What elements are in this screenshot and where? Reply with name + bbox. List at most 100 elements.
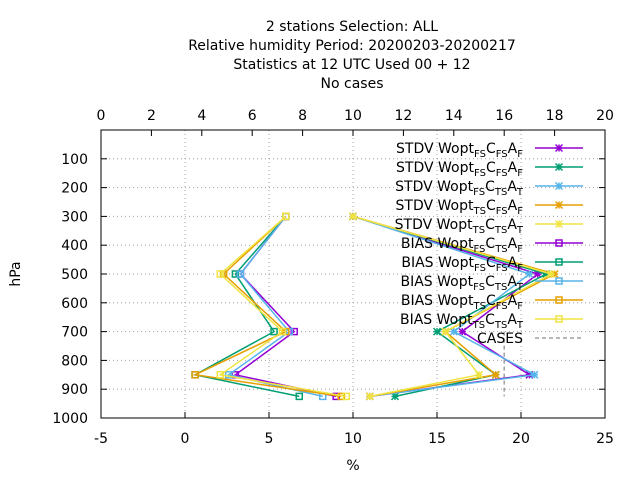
title-line: Relative humidity Period: 20200203-20200… <box>188 38 516 54</box>
y-tick-label: 700 <box>61 325 88 341</box>
y-tick-label: 100 <box>61 152 88 168</box>
legend-entry: STDV WoptFSCFSAF <box>396 141 583 160</box>
data-point <box>236 270 245 278</box>
title-line: No cases <box>321 76 384 92</box>
x2-tick-label: 20 <box>596 108 614 124</box>
data-point <box>270 327 278 336</box>
data-point <box>365 392 374 401</box>
x2-tick-label: 0 <box>97 108 106 124</box>
data-point <box>525 269 534 279</box>
data-point <box>458 327 467 336</box>
data-point <box>530 370 539 379</box>
y-tick-label: 400 <box>61 238 88 254</box>
data-point <box>282 212 290 221</box>
data-point <box>295 392 303 401</box>
legend-entry: BIAS WoptFSCFSAF <box>401 255 583 274</box>
series-7 <box>191 212 303 401</box>
title-line: 2 stations Selection: ALL <box>266 19 438 35</box>
legend-label: STDV WoptTSCTSAT <box>395 217 524 236</box>
x-tick-label: 15 <box>428 431 446 447</box>
legend-label: CASES <box>477 331 523 347</box>
y-tick-label: 500 <box>61 267 88 283</box>
legend-label: BIAS WoptTSCFSAF <box>401 293 523 312</box>
data-point <box>432 327 442 336</box>
data-point <box>555 258 563 266</box>
legend-label: BIAS WoptFSCTSAT <box>401 274 524 293</box>
legend-entry: STDV WoptFSCFSAF <box>396 160 583 179</box>
x2-tick-label: 14 <box>445 108 463 124</box>
legend-entry: STDV WoptFSCTSAT <box>395 179 583 198</box>
legend-entry: STDV WoptTSCTSAT <box>395 217 583 236</box>
x2-tick-label: 10 <box>344 108 362 124</box>
series-5 <box>348 212 556 401</box>
data-point <box>348 212 358 221</box>
data-point <box>555 315 563 323</box>
legend-entry: BIAS WoptTSCFSAF <box>401 293 583 312</box>
axis-ticks: -5 0 5 10 15 20 25 0 2 4 6 8 10 12 14 16 18 20 100 200 300 40… <box>52 108 614 447</box>
y-tick-label: 900 <box>61 382 88 398</box>
series-line <box>233 215 337 398</box>
x-tick-label: 5 <box>265 431 274 447</box>
x-tick-label: 25 <box>596 431 614 447</box>
data-point <box>547 269 556 279</box>
data-point <box>555 239 563 247</box>
y-tick-label: 600 <box>61 296 88 312</box>
series-line <box>218 215 347 398</box>
legend-entry: BIAS WoptFSCTSAT <box>401 274 583 293</box>
data-point <box>191 371 199 379</box>
x-tick-label: 20 <box>512 431 530 447</box>
grid <box>101 130 605 418</box>
legend-label: STDV WoptTSCFSAF <box>396 198 524 217</box>
legend-label: BIAS WoptFSCTSAF <box>401 236 523 255</box>
data-point <box>555 277 563 285</box>
x2-tick-label: 18 <box>546 108 564 124</box>
data-point <box>491 370 500 379</box>
data-point <box>441 327 450 336</box>
x2-tick-label: 8 <box>298 108 307 124</box>
series-10 <box>216 212 351 401</box>
legend-label: STDV WoptFSCFSAF <box>396 160 523 179</box>
data-point <box>449 327 458 336</box>
legend-entry: BIAS WoptTSCTSAT <box>400 312 583 331</box>
data-point <box>474 370 484 379</box>
y-axis-label: hPa <box>8 261 24 286</box>
data-point <box>278 327 287 336</box>
x-tick-label: -5 <box>94 431 108 447</box>
x2-tick-label: 2 <box>147 108 156 124</box>
data-point <box>554 143 564 153</box>
legend-label: BIAS WoptTSCTSAT <box>400 312 524 331</box>
x2-tick-label: 16 <box>495 108 513 124</box>
legend-label: STDV WoptFSCTSAT <box>395 179 524 198</box>
legend-entry-cases: CASES <box>477 331 583 347</box>
data-point <box>555 296 563 304</box>
legend-label: STDV WoptFSCFSAF <box>396 141 523 160</box>
x2-tick-label: 12 <box>394 108 412 124</box>
legend-entry: STDV WoptTSCFSAF <box>396 198 583 217</box>
x2-tick-label: 6 <box>248 108 257 124</box>
series-group <box>191 212 559 401</box>
data-point <box>290 327 298 336</box>
title-line: Statistics at 12 UTC Used 00 + 12 <box>233 57 470 73</box>
data-point <box>554 200 564 210</box>
series-6 <box>231 212 340 401</box>
data-point <box>224 371 233 379</box>
y-tick-label: 200 <box>61 181 88 197</box>
x-tick-label: 0 <box>181 431 190 447</box>
x-axis-label: % <box>346 458 359 474</box>
legend-label: BIAS WoptFSCFSAF <box>401 255 523 274</box>
data-point <box>231 270 240 278</box>
series-line <box>192 215 300 398</box>
y-tick-label: 800 <box>61 353 88 369</box>
y-tick-label: 300 <box>61 209 88 225</box>
data-point <box>216 371 225 379</box>
data-point <box>554 181 564 191</box>
x2-tick-label: 4 <box>197 108 206 124</box>
legend-entry: BIAS WoptFSCTSAF <box>401 236 583 255</box>
data-point <box>554 162 564 172</box>
x-tick-label: 10 <box>344 431 362 447</box>
y-tick-label: 1000 <box>52 411 88 427</box>
data-point <box>342 392 351 401</box>
data-point <box>554 219 564 229</box>
